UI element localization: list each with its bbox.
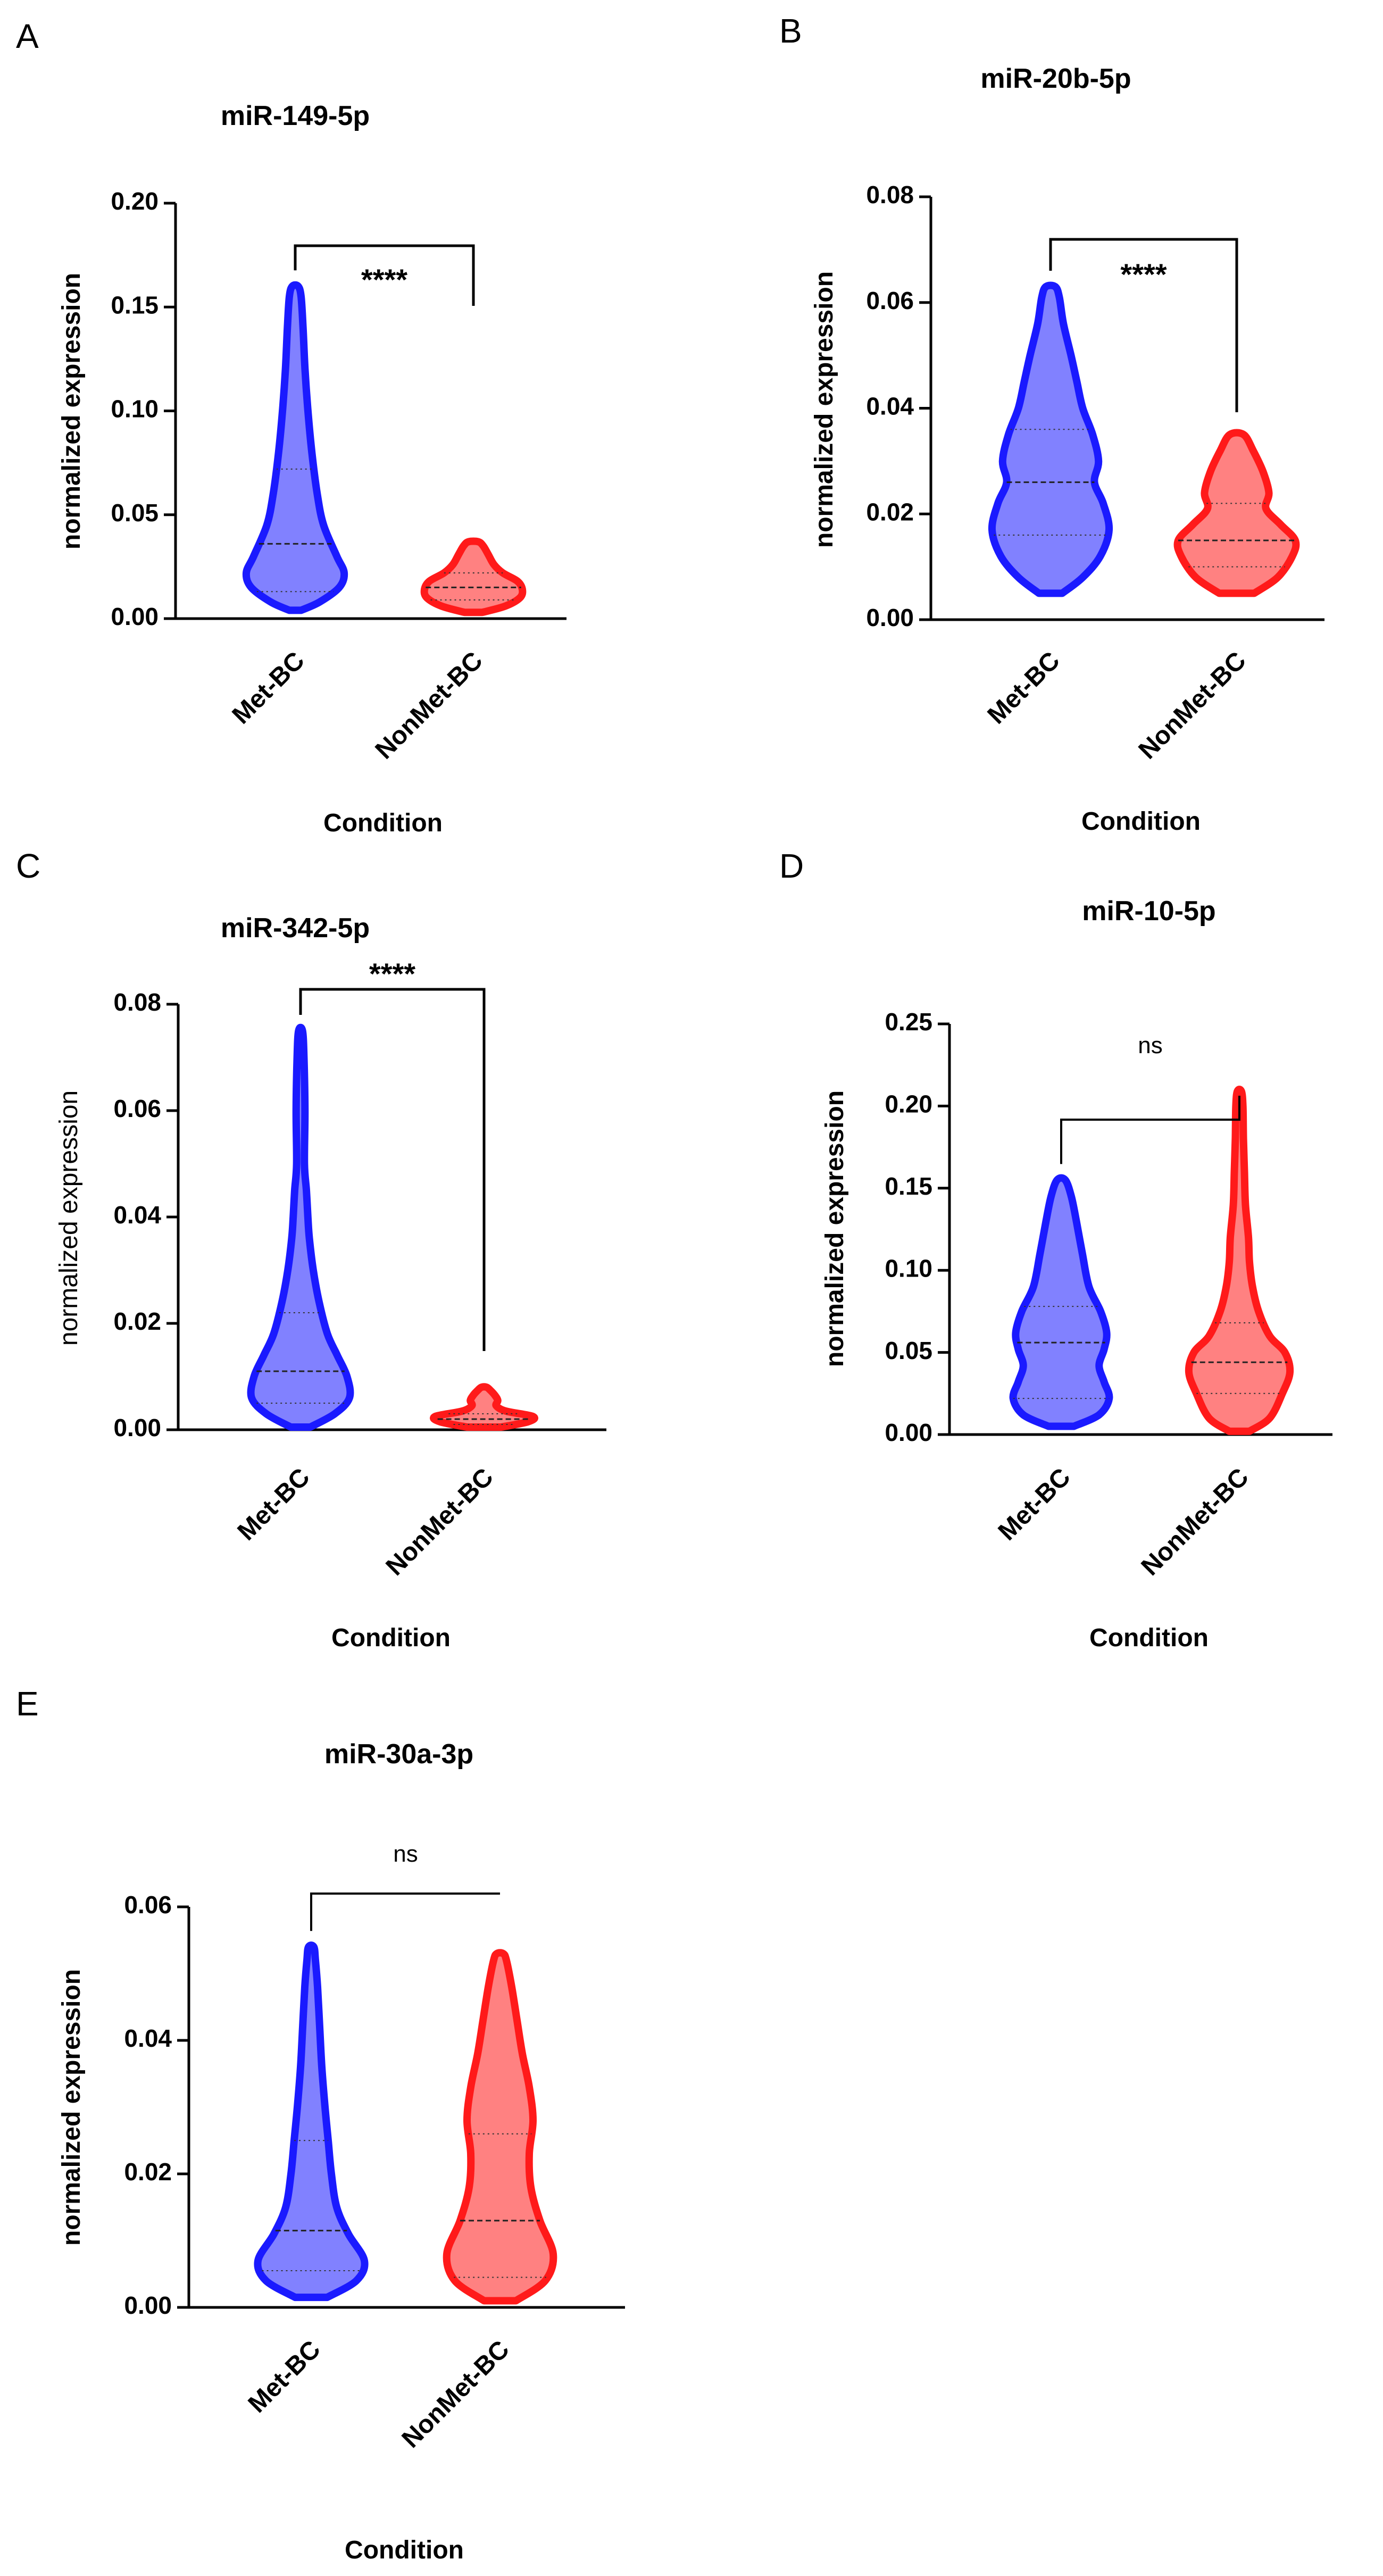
violin-nonmet-bc [1173,429,1300,597]
significance-label: ns [1138,1032,1162,1058]
panel-letter: A [16,17,39,55]
significance-bracket [294,244,475,306]
panel-letter: D [779,847,804,885]
y-tick-label: 0.20 [885,1090,932,1118]
y-tick-label: 0.05 [885,1337,932,1364]
significance-label: **** [1120,257,1167,291]
violin-met-bc [988,281,1113,597]
y-tick-label: 0.08 [866,181,914,209]
chart-title: miR-30a-3p [324,1739,473,1770]
y-tick-label: 0.04 [113,1201,161,1229]
violin-nonmet-bc [1185,1086,1294,1435]
y-tick-label: 0.06 [113,1095,161,1122]
y-tick-label: 0.00 [866,604,914,631]
y-axis-title: normalized expression [810,271,838,548]
significance-label: **** [361,263,407,296]
chart-title: miR-342-5p [221,913,370,944]
significance-label: ns [393,1841,418,1867]
y-tick-label: 0.02 [113,1307,161,1335]
y-tick-label: 0.02 [866,498,914,526]
y-tick-label: 0.15 [885,1172,932,1200]
chart-title: miR-149-5p [221,101,370,131]
y-tick-label: 0.00 [885,1419,932,1446]
significance-bracket [1060,1096,1240,1164]
violin-met-bc [247,1023,354,1431]
category-label: Met-BC [982,646,1065,729]
y-tick-label: 0.00 [113,1414,161,1441]
category-label: Met-BC [232,1463,315,1546]
violin-met-bc [1009,1174,1113,1430]
significance-bracket [310,1893,500,1931]
x-axis-title: Condition [323,809,443,837]
y-tick-label: 0.04 [866,393,914,420]
y-tick-label: 0.02 [124,2158,172,2186]
category-label: NonMet-BC [370,646,488,764]
y-axis-title: normalized expression [55,1090,83,1346]
category-label: NonMet-BC [397,2335,515,2453]
significance-bracket [1049,238,1238,412]
y-tick-label: 0.20 [111,187,159,215]
panel-letter: C [16,847,40,885]
y-tick-label: 0.04 [124,2024,172,2052]
x-axis-title: Condition [345,2536,464,2564]
category-label: Met-BC [993,1463,1076,1546]
y-tick-label: 0.10 [885,1254,932,1282]
y-tick-label: 0.25 [885,1008,932,1036]
x-axis-title: Condition [331,1624,451,1652]
y-axis-title: normalized expression [821,1090,849,1367]
category-label: Met-BC [243,2335,326,2418]
violin-nonmet-bc [420,537,527,616]
violin-met-bc [254,1941,369,2302]
chart-title: miR-10-5p [1082,896,1215,927]
x-axis-title: Condition [1089,1624,1209,1652]
category-label: NonMet-BC [381,1463,499,1581]
y-tick-label: 0.05 [111,499,159,527]
y-axis-title: normalized expression [57,273,86,549]
y-axis-title: normalized expression [57,1969,86,2246]
chart-title: miR-20b-5p [980,63,1131,94]
category-label: NonMet-BC [1136,1463,1254,1581]
y-tick-label: 0.06 [124,1891,172,1919]
violin-nonmet-bc [443,1949,557,2305]
panel-letter: B [779,12,802,50]
x-axis-title: Condition [1081,807,1201,836]
y-tick-label: 0.15 [111,291,159,319]
y-tick-label: 0.06 [866,287,914,314]
category-label: NonMet-BC [1134,646,1252,764]
y-tick-label: 0.08 [113,988,161,1016]
y-tick-label: 0.00 [124,2291,172,2319]
violin-met-bc [242,281,348,614]
panel-letter: E [16,1685,39,1723]
significance-bracket [299,988,486,1351]
category-label: Met-BC [227,646,310,729]
violin-nonmet-bc [430,1383,538,1431]
y-tick-label: 0.00 [111,603,159,630]
significance-label: **** [369,957,415,990]
y-tick-label: 0.10 [111,395,159,423]
